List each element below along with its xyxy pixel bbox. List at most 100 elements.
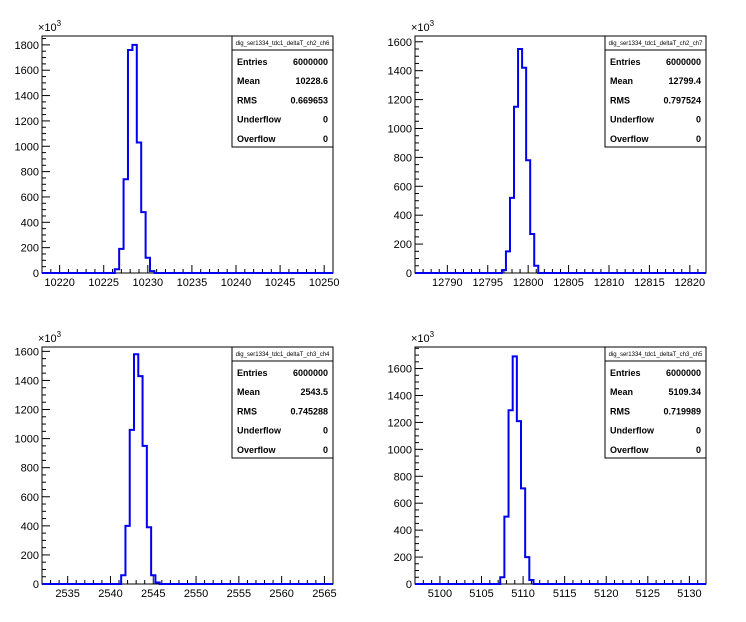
stat-label-mean: Mean bbox=[610, 387, 633, 397]
y-tick-label: 1400 bbox=[15, 375, 39, 387]
stats-box: dig_ser1334_tdc1_deltaT_ch3_ch5 Entries 60… bbox=[604, 346, 707, 459]
y-tick-label: 200 bbox=[394, 552, 412, 564]
stat-label-entries: Entries bbox=[237, 57, 268, 67]
y-tick-label: 1200 bbox=[15, 405, 39, 417]
histogram-line bbox=[415, 355, 706, 585]
x-tick-label: 12820 bbox=[675, 277, 706, 289]
stat-value-entries: 6000000 bbox=[666, 368, 701, 378]
y-tick-label: 400 bbox=[394, 525, 412, 537]
x-tick-label: 10240 bbox=[221, 277, 252, 289]
y-axis-multiplier: ×103 bbox=[411, 330, 435, 345]
histogram-line bbox=[42, 353, 333, 585]
y-tick-label: 200 bbox=[21, 243, 39, 255]
y-axis-multiplier: ×103 bbox=[38, 19, 62, 34]
x-tick-label: 5130 bbox=[677, 588, 701, 600]
x-tick-label: 2560 bbox=[269, 588, 293, 600]
x-tick-label: 10225 bbox=[88, 277, 119, 289]
y-tick-label: 1800 bbox=[15, 40, 39, 52]
stat-label-underflow: Underflow bbox=[237, 426, 282, 436]
x-tick-label: 5115 bbox=[553, 588, 577, 600]
histogram-panel-1: 10220 10225 10230 10235 10240 10245 10250 0 200 4… bbox=[15, 19, 340, 289]
stat-value-overflow: 0 bbox=[323, 134, 328, 144]
y-tick-label: 600 bbox=[394, 498, 412, 510]
stats-box: dig_ser1334_tdc1_deltaT_ch2_ch7 Entries 60… bbox=[604, 35, 707, 148]
x-tick-label: 2535 bbox=[55, 588, 79, 600]
stats-box-title: dig_ser1334_tdc1_deltaT_ch2_ch7 bbox=[609, 41, 703, 47]
stats-box-title: dig_ser1334_tdc1_deltaT_ch3_ch5 bbox=[609, 352, 703, 358]
stat-label-overflow: Overflow bbox=[610, 445, 650, 455]
y-tick-label: 1200 bbox=[15, 116, 39, 128]
y-tick-label: 1600 bbox=[388, 37, 412, 49]
x-tick-label: 10235 bbox=[177, 277, 208, 289]
y-tick-label: 1200 bbox=[388, 95, 412, 107]
y-tick-label: 1000 bbox=[388, 444, 412, 456]
y-tick-label: 200 bbox=[394, 239, 412, 251]
stat-label-mean: Mean bbox=[237, 76, 260, 86]
y-tick-label: 600 bbox=[394, 181, 412, 193]
stat-value-rms: 0.797524 bbox=[663, 95, 701, 105]
stat-label-overflow: Overflow bbox=[237, 445, 277, 455]
x-tick-label: 5120 bbox=[594, 588, 618, 600]
stat-value-mean: 12799.4 bbox=[668, 76, 701, 86]
y-tick-label: 1000 bbox=[15, 141, 39, 153]
x-tick-label: 5125 bbox=[636, 588, 660, 600]
x-tick-label: 2540 bbox=[98, 588, 122, 600]
stat-label-rms: RMS bbox=[610, 406, 630, 416]
stat-value-rms: 0.719989 bbox=[663, 406, 701, 416]
x-tick-label: 12800 bbox=[513, 277, 544, 289]
histogram-panel-4: 5100 5105 5110 5115 5120 5125 5130 0 200 400 600 80… bbox=[388, 330, 707, 600]
y-tick-label: 400 bbox=[21, 217, 39, 229]
stat-label-overflow: Overflow bbox=[237, 134, 277, 144]
x-tick-label: 2565 bbox=[312, 588, 336, 600]
y-tick-label: 1400 bbox=[15, 91, 39, 103]
stat-label-underflow: Underflow bbox=[610, 115, 655, 125]
stat-value-rms: 0.745288 bbox=[290, 406, 328, 416]
stat-value-overflow: 0 bbox=[323, 445, 328, 455]
stat-value-overflow: 0 bbox=[696, 445, 701, 455]
stat-label-overflow: Overflow bbox=[610, 134, 650, 144]
y-tick-label: 1000 bbox=[388, 123, 412, 135]
x-tick-label: 10245 bbox=[265, 277, 296, 289]
y-tick-label: 1000 bbox=[15, 434, 39, 446]
x-tick-label: 2545 bbox=[141, 588, 165, 600]
stat-label-entries: Entries bbox=[610, 368, 641, 378]
x-tick-label: 2550 bbox=[184, 588, 208, 600]
stats-box: dig_ser1334_tdc1_deltaT_ch3_ch4 Entries 60… bbox=[231, 346, 334, 459]
y-tick-label: 0 bbox=[406, 268, 412, 280]
stats-box-frame bbox=[231, 35, 334, 148]
y-tick-label: 0 bbox=[33, 268, 39, 280]
stats-box-title: dig_ser1334_tdc1_deltaT_ch2_ch6 bbox=[236, 41, 330, 47]
y-tick-label: 800 bbox=[394, 152, 412, 164]
y-tick-label: 1200 bbox=[388, 417, 412, 429]
histogram-line bbox=[415, 48, 706, 274]
stat-value-underflow: 0 bbox=[323, 426, 328, 436]
y-tick-label: 1600 bbox=[15, 65, 39, 77]
y-tick-label: 800 bbox=[21, 463, 39, 475]
stat-value-entries: 6000000 bbox=[293, 57, 328, 67]
y-tick-label: 1600 bbox=[388, 364, 412, 376]
histogram-line bbox=[42, 43, 333, 274]
stat-label-entries: Entries bbox=[610, 57, 641, 67]
stat-label-mean: Mean bbox=[237, 387, 260, 397]
histogram-panel-3: 2535 2540 2545 2550 2555 2560 2565 0 200 400 600 80… bbox=[15, 330, 337, 600]
stat-value-entries: 6000000 bbox=[293, 368, 328, 378]
stat-value-entries: 6000000 bbox=[666, 57, 701, 67]
y-tick-label: 600 bbox=[21, 192, 39, 204]
x-tick-label: 12795 bbox=[472, 277, 503, 289]
stat-label-underflow: Underflow bbox=[610, 426, 655, 436]
stat-value-mean: 5109.34 bbox=[668, 387, 701, 397]
stats-box-title: dig_ser1334_tdc1_deltaT_ch3_ch4 bbox=[236, 352, 330, 358]
stat-value-rms: 0.669653 bbox=[290, 95, 328, 105]
stat-value-mean: 10228.6 bbox=[295, 76, 328, 86]
y-tick-label: 0 bbox=[33, 579, 39, 591]
stat-value-mean: 2543.5 bbox=[300, 387, 328, 397]
stats-box: dig_ser1334_tdc1_deltaT_ch2_ch6 Entries 60… bbox=[231, 35, 334, 148]
y-tick-label: 0 bbox=[406, 579, 412, 591]
x-tick-label: 12810 bbox=[594, 277, 625, 289]
stat-label-rms: RMS bbox=[237, 406, 257, 416]
x-tick-label: 5110 bbox=[511, 588, 535, 600]
x-tick-label: 10230 bbox=[133, 277, 164, 289]
stat-label-rms: RMS bbox=[237, 95, 257, 105]
x-tick-label: 12790 bbox=[432, 277, 463, 289]
